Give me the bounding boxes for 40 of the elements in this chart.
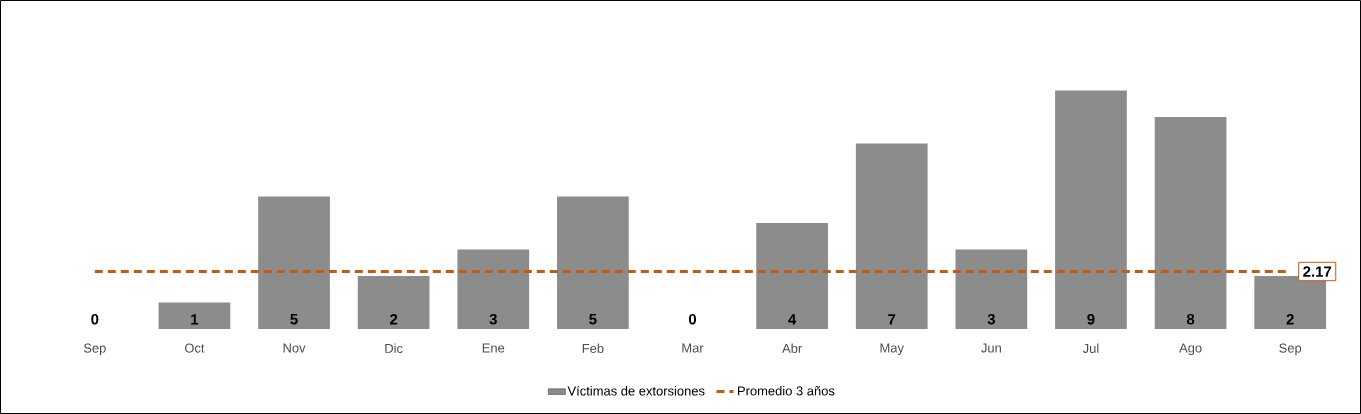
data-label: 2	[1286, 314, 1294, 325]
x-tick-label: Dic	[385, 343, 403, 353]
data-label: 9	[1087, 313, 1095, 325]
data-label: 3	[987, 313, 995, 325]
data-label: 7	[888, 314, 896, 325]
x-tick-label: Sep	[1279, 343, 1302, 356]
data-label: 8	[1186, 313, 1195, 325]
bar	[756, 223, 828, 329]
bar	[357, 276, 430, 329]
x-tick-label: Sep	[83, 343, 106, 356]
bar	[1055, 90, 1127, 329]
x-tick-label: Ene	[482, 343, 505, 353]
bar	[1254, 276, 1327, 329]
x-tick-label: May	[880, 343, 904, 356]
bar	[258, 196, 330, 329]
x-tick-label: Ago	[1179, 343, 1202, 356]
bar	[1154, 117, 1227, 329]
x-tick-label: Feb	[582, 343, 604, 353]
legend-label: Promedio 3 años	[738, 385, 835, 396]
data-label: 2	[390, 314, 398, 325]
bar	[955, 249, 1028, 329]
bar	[557, 196, 629, 329]
bar	[855, 143, 928, 329]
legend-label: Víctimas de extorsiones	[567, 385, 705, 396]
x-tick-label: Jul	[1082, 343, 1099, 353]
data-label: 0	[91, 313, 99, 325]
data-label: 0	[688, 313, 697, 325]
x-tick-label: Mar	[682, 343, 704, 353]
bar	[457, 249, 530, 329]
x-tick-label: Abr	[782, 343, 802, 353]
data-label: 4	[788, 314, 797, 325]
x-tick-label: Jun	[981, 343, 1001, 353]
x-tick-label: Oct	[184, 343, 205, 353]
data-label: 3	[489, 313, 497, 325]
data-label: 5	[290, 314, 298, 325]
data-label: 5	[589, 314, 597, 325]
bar	[158, 302, 231, 329]
data-label: 2.17	[1303, 266, 1332, 277]
data-label: 1	[191, 314, 199, 325]
x-tick-label: Nov	[283, 343, 306, 353]
